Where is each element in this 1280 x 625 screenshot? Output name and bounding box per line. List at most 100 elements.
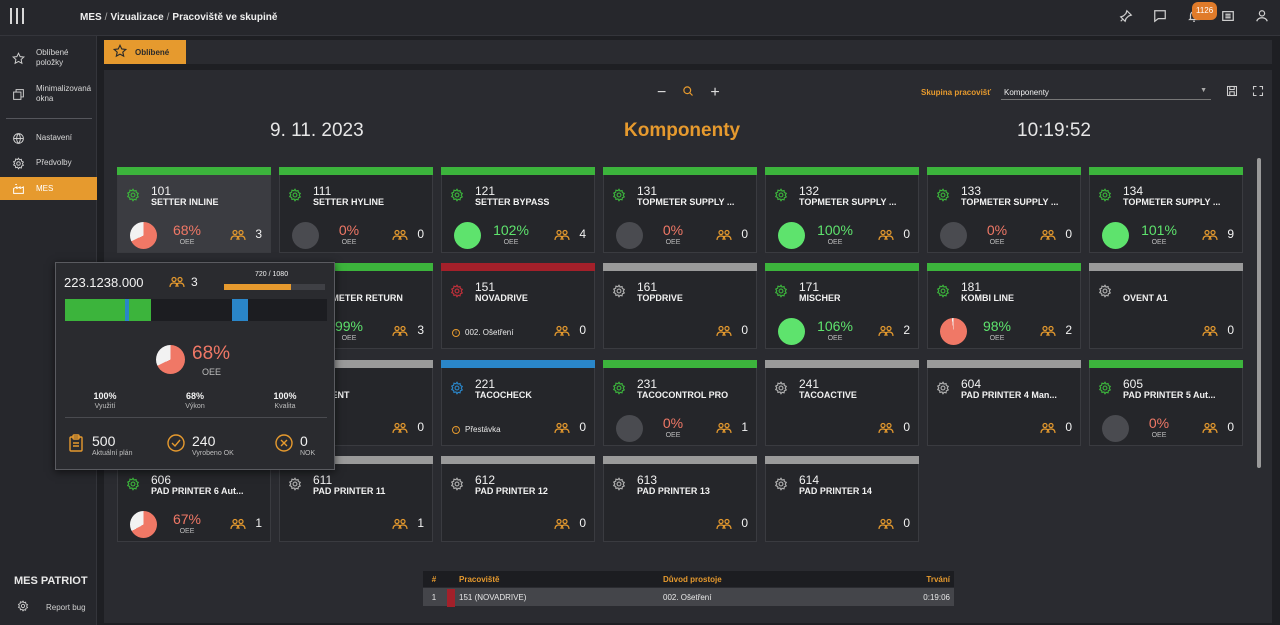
workplace-tile[interactable]: 611 PAD PRINTER 11 1 bbox=[279, 456, 433, 542]
row-reason: 002. Ošetření bbox=[663, 592, 712, 602]
workplace-tile[interactable]: 231 TACOCONTROL PRO 0% OEE 1 bbox=[603, 360, 757, 446]
user-icon[interactable] bbox=[1254, 9, 1270, 25]
search-icon[interactable] bbox=[682, 84, 694, 102]
workplace-tile[interactable]: 161 TOPDRIVE 0 bbox=[603, 263, 757, 349]
zoom-in-button[interactable]: + bbox=[710, 84, 720, 101]
workplace-tile[interactable]: 151 NOVADRIVE i 002. Ošetření 0 bbox=[441, 263, 595, 349]
workplace-tile[interactable]: 605 PAD PRINTER 5 Aut... 0% OEE 0 bbox=[1089, 360, 1243, 446]
group-select[interactable]: Komponenty ▼ bbox=[1001, 84, 1211, 100]
oee-value: 0% bbox=[986, 222, 1008, 238]
tile-state-bar bbox=[603, 360, 757, 368]
tile-name: TOPMETER SUPPLY ... bbox=[1123, 197, 1221, 207]
people-icon bbox=[716, 422, 732, 434]
table-header: # Pracoviště Důvod prostoje Trvání bbox=[423, 571, 954, 587]
tile-code: 131 bbox=[637, 184, 658, 198]
sidebar-item-presets[interactable]: Předvolby bbox=[0, 153, 97, 173]
bell-icon[interactable]: 1126 bbox=[1186, 2, 1218, 25]
people-icon bbox=[392, 325, 408, 337]
popup-oee-value: 68% bbox=[192, 343, 231, 364]
people-count: 0 bbox=[903, 227, 910, 241]
list-icon[interactable] bbox=[1220, 9, 1236, 25]
workplace-tile[interactable]: 101 SETTER INLINE 68% OEE 3 bbox=[117, 167, 271, 253]
people-icon bbox=[878, 325, 894, 337]
gear-icon bbox=[936, 188, 950, 202]
tile-name: TOPMETER SUPPLY ... bbox=[799, 197, 897, 207]
table-row[interactable]: 1 151 (NOVADRIVE) 002. Ošetření 0:19:06 bbox=[423, 588, 954, 607]
tile-name: SETTER BYPASS bbox=[475, 197, 550, 207]
tile-name: PAD PRINTER 13 bbox=[637, 486, 710, 496]
workplace-tile[interactable]: 241 TACOACTIVE 0 bbox=[765, 360, 919, 446]
workplace-tile[interactable]: 134 TOPMETER SUPPLY ... 101% OEE 9 bbox=[1089, 167, 1243, 253]
workplace-tile[interactable]: 613 PAD PRINTER 13 0 bbox=[603, 456, 757, 542]
tile-name: PAD PRINTER 14 bbox=[799, 486, 872, 496]
kpi-value: 100% bbox=[273, 391, 297, 401]
stat-produced-ok: 240 Vyrobeno OK bbox=[166, 433, 234, 457]
gear-icon bbox=[612, 381, 626, 395]
scrollbar[interactable] bbox=[1257, 158, 1261, 468]
sidebar-item-mes[interactable]: MES bbox=[0, 177, 97, 200]
people-count: 1 bbox=[417, 516, 424, 530]
row-number: 1 bbox=[431, 592, 437, 602]
zoom-out-button[interactable]: − bbox=[657, 84, 667, 101]
gear-icon bbox=[126, 477, 140, 491]
tile-name: KOMBI LINE bbox=[961, 293, 1014, 303]
workplace-tile[interactable]: 133 TOPMETER SUPPLY ... 0% OEE 0 bbox=[927, 167, 1081, 253]
people-icon bbox=[1202, 229, 1218, 241]
info-icon: i bbox=[452, 425, 460, 434]
workplace-tile[interactable]: 111 SETTER HYLINE 0% OEE 0 bbox=[279, 167, 433, 253]
tile-status: i 002. Ošetření bbox=[452, 328, 513, 337]
tile-code: 151 bbox=[475, 280, 496, 294]
status-marker bbox=[447, 588, 455, 607]
tile-state-bar bbox=[279, 263, 433, 271]
report-bug-button[interactable]: Report bug bbox=[0, 600, 86, 614]
workplace-tile[interactable]: 606 PAD PRINTER 6 Aut... 67% OEE 1 bbox=[117, 456, 271, 542]
oee-value: 0% bbox=[662, 222, 684, 238]
fullscreen-icon[interactable] bbox=[1252, 85, 1264, 100]
tile-code: 221 bbox=[475, 377, 496, 391]
oee-pie bbox=[778, 318, 805, 345]
oee-pie bbox=[1102, 222, 1129, 249]
workplace-tile[interactable]: OVENT A1 0 bbox=[1089, 263, 1243, 349]
workplace-tile[interactable]: 132 TOPMETER SUPPLY ... 100% OEE 0 bbox=[765, 167, 919, 253]
save-icon[interactable] bbox=[1226, 85, 1238, 100]
sidebar-divider bbox=[6, 118, 92, 119]
kpi-performance: 68% Výkon bbox=[165, 391, 225, 410]
workplace-detail-popup: 223.1238.000 3 720 / 1080 68% OEE 100% V… bbox=[55, 262, 335, 470]
star-icon bbox=[0, 51, 36, 65]
tile-name: PAD PRINTER 5 Aut... bbox=[1123, 390, 1216, 400]
sidebar-item-settings[interactable]: Nastavení bbox=[0, 128, 97, 148]
sidebar-item-label: okna bbox=[36, 94, 54, 103]
dashboard-time: 10:19:52 bbox=[1017, 120, 1091, 141]
tile-code: 241 bbox=[799, 377, 820, 391]
breadcrumb-item[interactable]: Vizualizace bbox=[110, 12, 164, 23]
oee-pie bbox=[130, 222, 157, 249]
tile-code: 101 bbox=[151, 184, 172, 198]
oee-label: OEE bbox=[179, 528, 195, 535]
tile-name: TOPDRIVE bbox=[637, 293, 683, 303]
column-header: Trvání bbox=[926, 574, 950, 584]
tile-state-bar bbox=[279, 167, 433, 175]
workplace-tile[interactable]: 171 MISCHER 106% OEE 2 bbox=[765, 263, 919, 349]
popup-product-code: 223.1238.000 bbox=[64, 275, 144, 290]
oee-pie bbox=[130, 511, 157, 538]
workplace-tile[interactable]: 604 PAD PRINTER 4 Man... 0 bbox=[927, 360, 1081, 446]
menu-icon[interactable] bbox=[10, 8, 30, 26]
sidebar-item-minimized[interactable]: Minimalizovaná okna bbox=[0, 82, 97, 106]
workplace-tile[interactable]: 121 SETTER BYPASS 102% OEE 4 bbox=[441, 167, 595, 253]
oee-pie bbox=[616, 222, 643, 249]
favorites-tab[interactable]: Oblíbené bbox=[104, 40, 186, 64]
check-circle-icon bbox=[167, 434, 185, 452]
workplace-tile[interactable]: 612 PAD PRINTER 12 0 bbox=[441, 456, 595, 542]
chat-icon[interactable] bbox=[1152, 9, 1168, 25]
pin-icon[interactable] bbox=[1118, 9, 1134, 25]
workplace-tile[interactable]: 221 TACOCHECK i Přestávka 0 bbox=[441, 360, 595, 446]
workplace-tile[interactable]: 614 PAD PRINTER 14 0 bbox=[765, 456, 919, 542]
sidebar-item-favorites[interactable]: Oblíbené položky bbox=[0, 46, 97, 70]
sidebar-item-label: MES bbox=[36, 183, 54, 193]
people-icon bbox=[1202, 325, 1218, 337]
workplace-tile[interactable]: 181 KOMBI LINE 98% OEE 2 bbox=[927, 263, 1081, 349]
gear-icon bbox=[450, 381, 464, 395]
people-count: 9 bbox=[1227, 227, 1234, 241]
workplace-tile[interactable]: 131 TOPMETER SUPPLY ... 0% OEE 0 bbox=[603, 167, 757, 253]
breadcrumb-item[interactable]: MES bbox=[80, 12, 102, 23]
